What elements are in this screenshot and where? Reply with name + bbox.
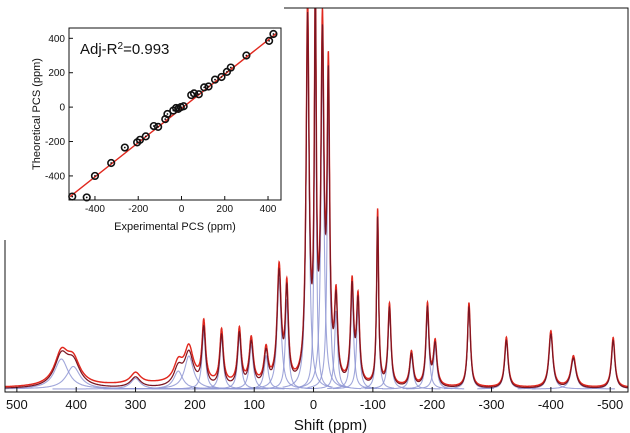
- component-peak-9: [218, 344, 285, 390]
- inset-point-19: [189, 89, 199, 98]
- adj-r2-annotation: Adj-R2=0.993: [80, 41, 169, 59]
- inset-point-2: [82, 193, 91, 202]
- inset-x-tick-label: 200: [216, 204, 233, 215]
- component-peak-24: [406, 345, 465, 390]
- main-x-tick-label: -300: [479, 397, 505, 412]
- component-peak-10: [232, 354, 300, 390]
- component-peak-23: [402, 310, 453, 390]
- inset-x-tick-label: 0: [179, 204, 185, 215]
- main-x-tick-label: 0: [310, 397, 317, 412]
- inset-y-tick-label: 0: [59, 103, 65, 114]
- inset-point-8: [141, 132, 150, 141]
- main-x-tick-label: 500: [6, 397, 28, 412]
- adj-r2-prefix: Adj-R: [80, 41, 118, 58]
- fitted-spectrum-line: [5, 8, 628, 389]
- inset-points: [68, 29, 278, 202]
- component-peak-17: [311, 310, 361, 390]
- inset-y-tick-label: 400: [48, 34, 65, 45]
- inset-x-axis: -400 -200 0 200 400: [85, 196, 277, 215]
- component-peak-22: [382, 354, 441, 390]
- component-peak-26: [477, 339, 536, 390]
- component-peak-28: [531, 358, 615, 390]
- adj-r2-superscript: 2: [118, 41, 124, 52]
- inset-fit-line: [69, 32, 278, 198]
- main-x-tick-label: 100: [243, 397, 265, 412]
- adj-r2-value: =0.993: [123, 41, 169, 58]
- inset-point-20: [194, 90, 203, 99]
- main-x-tick-label: 300: [125, 397, 147, 412]
- component-peak-12: [261, 298, 312, 390]
- inset-y-tick-label: -200: [45, 137, 65, 148]
- inset-y-tick-label: -400: [45, 171, 65, 182]
- main-x-tick-label: -400: [538, 397, 564, 412]
- inset-point-29: [269, 29, 278, 39]
- inset-point-10: [154, 122, 163, 131]
- component-peak-3: [52, 377, 219, 390]
- inset-point-4: [107, 158, 116, 168]
- inset-x-tick-label: -200: [128, 204, 148, 215]
- main-x-tick-label: -500: [597, 397, 623, 412]
- inset-point-17: [179, 102, 188, 111]
- inset-scatter-chart: -400 -200 0 200 400 -400 -200 0 200 400 Experime…: [0, 0, 284, 240]
- component-peak-29: [584, 339, 628, 390]
- inset-x-axis-label: Experimental PCS (ppm): [114, 221, 236, 233]
- main-spectrum-chart: 500 400 300 200 100 0 -100 -200 -300 -400 -500 Shi…: [4, 7, 629, 433]
- inset-point-28: [265, 36, 274, 46]
- main-x-tick-label: 400: [65, 397, 87, 412]
- inset-point-5: [120, 143, 129, 152]
- inset-point-22: [204, 82, 213, 91]
- inset-point-3: [90, 171, 100, 181]
- inset-x-tick-label: -400: [85, 204, 105, 215]
- inset-point-7: [135, 135, 145, 144]
- inset-point-23: [210, 75, 220, 84]
- inset-point-26: [226, 63, 235, 72]
- inset-point-12: [163, 109, 172, 119]
- main-x-tick-label: -100: [360, 397, 386, 412]
- main-x-tick-label: -200: [419, 397, 445, 412]
- inset-plot-frame: [68, 27, 282, 201]
- inset-y-axis-label: Theoretical PCS (ppm): [31, 58, 43, 170]
- main-x-axis: 500 400 300 200 100 0 -100 -200 -300 -400 -500: [6, 387, 623, 412]
- inset-point-24: [217, 72, 226, 82]
- inset-point-27: [242, 51, 251, 60]
- component-peak-25: [444, 307, 494, 390]
- inset-x-tick-label: 400: [260, 204, 277, 215]
- main-x-axis-label: Shift (ppm): [294, 417, 367, 433]
- inset-y-axis: -400 -200 0 200 400: [45, 34, 73, 182]
- main-x-tick-label: 200: [184, 397, 206, 412]
- inset-y-tick-label: 200: [48, 68, 65, 79]
